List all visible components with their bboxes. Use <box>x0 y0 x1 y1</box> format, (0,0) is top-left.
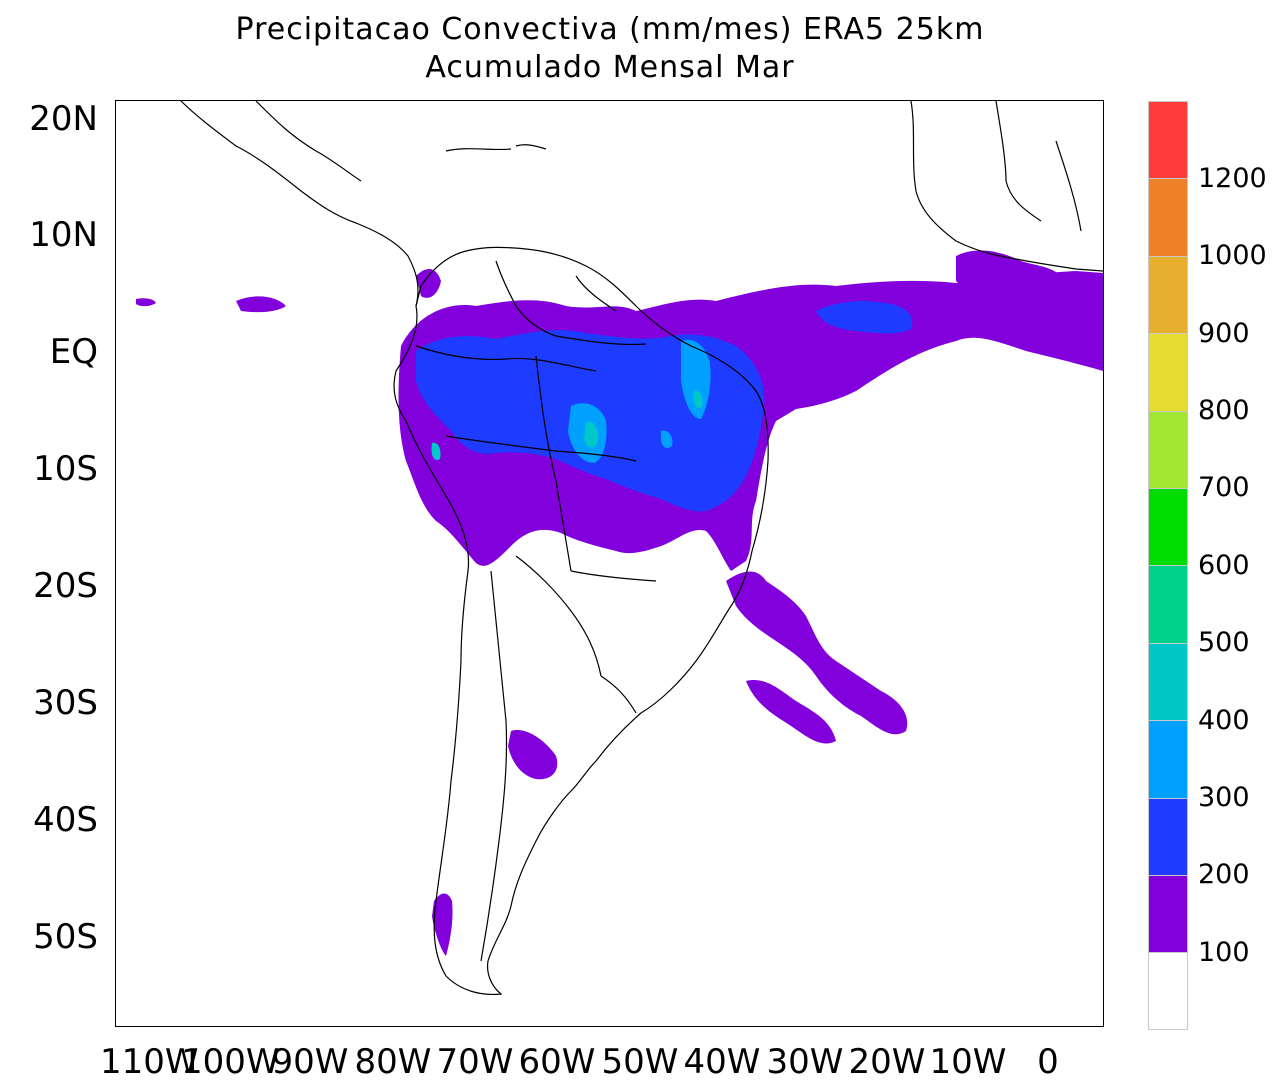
lon-label: 0 <box>1037 1042 1059 1082</box>
colorbar-box <box>1148 797 1188 875</box>
lon-label: 90W <box>271 1042 349 1082</box>
precip-400-500 <box>431 390 703 461</box>
colorbar-label: 1000 <box>1198 240 1267 271</box>
colorbar-box <box>1148 952 1188 1030</box>
lon-label: 100W <box>181 1042 280 1082</box>
lon-label: 80W <box>354 1042 432 1082</box>
colorbar-label: 400 <box>1198 705 1250 736</box>
colorbar-box <box>1148 333 1188 411</box>
colorbar-label: 500 <box>1198 627 1250 658</box>
lat-label: 50S <box>33 917 98 957</box>
colorbar-label: 200 <box>1198 859 1250 890</box>
map-panel <box>115 100 1104 1027</box>
colorbar-label: 1200 <box>1198 163 1267 194</box>
lat-label: 20N <box>29 99 98 139</box>
lon-label: 30W <box>766 1042 844 1082</box>
lat-label: EQ <box>49 332 98 372</box>
lon-label: 20W <box>848 1042 926 1082</box>
colorbar-box <box>1148 178 1188 256</box>
map-svg <box>136 101 1103 996</box>
colorbar-box <box>1148 410 1188 488</box>
colorbar-box <box>1148 255 1188 334</box>
colorbar-label: 700 <box>1198 472 1250 503</box>
lon-label: 70W <box>436 1042 514 1082</box>
colorbar-box <box>1148 874 1188 953</box>
lat-label: 40S <box>33 800 98 840</box>
colorbar-box <box>1148 642 1188 721</box>
map-subtitle: Acumulado Mensal Mar <box>425 50 795 85</box>
colorbar <box>1148 101 1188 1030</box>
lon-label: 40W <box>683 1042 761 1082</box>
map-title: Precipitacao Convectiva (mm/mes) ERA5 25… <box>235 12 985 47</box>
colorbar-label: 300 <box>1198 782 1250 813</box>
lon-label: 110W <box>100 1042 199 1082</box>
lat-label: 10N <box>29 215 98 255</box>
colorbar-label: 800 <box>1198 395 1250 426</box>
lat-label: 10S <box>33 449 98 489</box>
lat-label: 20S <box>33 566 98 606</box>
lon-label: 10W <box>929 1042 1007 1082</box>
lon-label: 50W <box>601 1042 679 1082</box>
colorbar-label: 600 <box>1198 550 1250 581</box>
colorbar-label: 100 <box>1198 937 1250 968</box>
colorbar-box <box>1148 720 1188 798</box>
colorbar-box <box>1148 487 1188 566</box>
coastlines <box>180 101 1103 996</box>
lon-label: 60W <box>518 1042 596 1082</box>
colorbar-box <box>1148 565 1188 643</box>
colorbar-label: 900 <box>1198 318 1250 349</box>
colorbar-box <box>1148 101 1188 179</box>
lat-label: 30S <box>33 683 98 723</box>
